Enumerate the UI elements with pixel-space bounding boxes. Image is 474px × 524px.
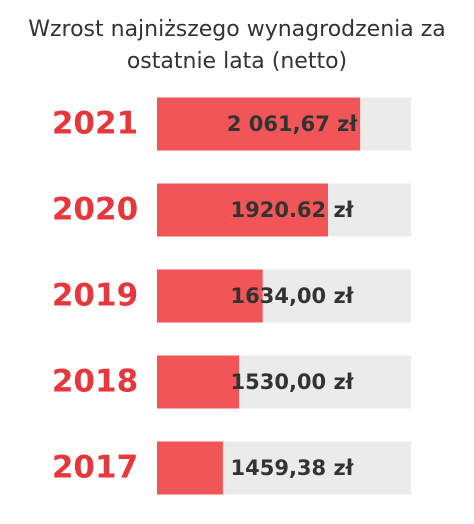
bar <box>157 97 361 151</box>
value-label: 2 061,67 zł <box>227 112 358 136</box>
bar <box>157 183 328 237</box>
category-label: 2017 <box>52 450 138 486</box>
category-label: 2019 <box>52 278 138 314</box>
bar <box>157 441 223 495</box>
category-label: 2018 <box>52 364 138 400</box>
value-label: 1530,00 zł <box>231 370 355 394</box>
chart-title: Wzrost najniższego wynagrodzenia za osta… <box>28 17 446 74</box>
category-label: 2020 <box>52 192 138 228</box>
value-label: 1634,00 zł <box>231 284 355 308</box>
category-label: 2021 <box>52 106 138 142</box>
value-label: 1920.62 zł <box>231 198 355 222</box>
value-label: 1459,38 zł <box>231 456 355 480</box>
bar <box>157 355 240 409</box>
bar <box>157 269 263 323</box>
